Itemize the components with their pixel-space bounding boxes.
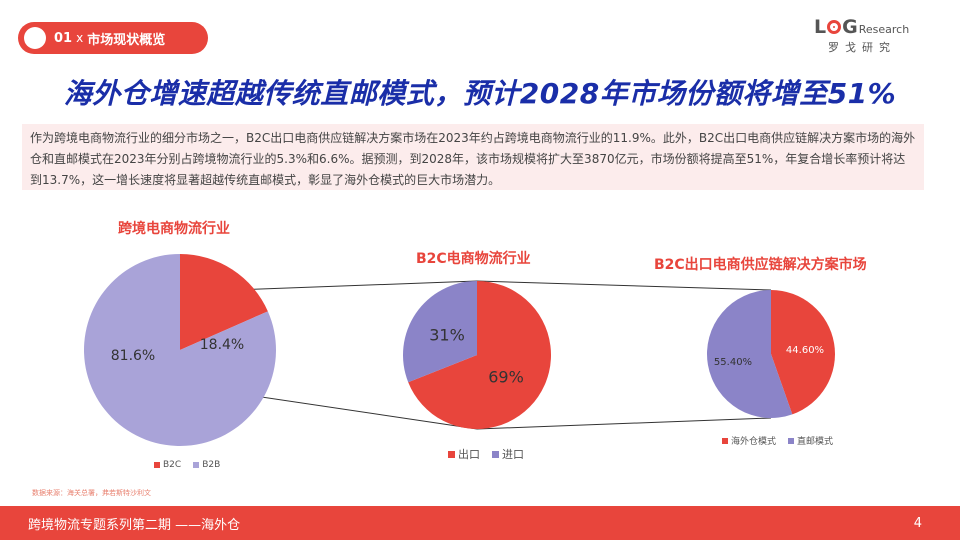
connector-line-1 [234,280,478,291]
section-dot-icon [24,27,46,49]
logo: L G Research 罗戈研究 [814,16,934,56]
footer-bar: 跨境物流专题系列第二期 ——海外仓 4 [0,506,960,540]
pie-2-slice-1 [408,281,552,429]
connector-line-3 [476,280,772,291]
pie-1-label-1: 18.4% [200,337,244,353]
pie-1-slice-2 [83,254,276,446]
pie-2-label-1: 69% [488,368,524,387]
logo-letter-l: L [814,16,827,38]
legend-swatch-direct [788,437,795,444]
footer-text: 跨境物流专题系列第二期 ——海外仓 [28,517,241,533]
legend-2: 出口 进口 [448,446,536,462]
pie-3-slice-1 [771,290,835,415]
legend-label-import: 进口 [502,448,524,461]
legend-1: B2C B2B [154,460,232,470]
legend-label-b2c: B2C [163,460,182,470]
logo-letter-g: G [842,16,858,38]
connector-line-4 [476,417,772,430]
chart-title-3: B2C出口电商供应链解决方案市场 [654,257,867,273]
legend-swatch-b2b [193,462,200,468]
pie-3-slice-2 [706,290,793,418]
data-source: 数据来源：海关总署，弗若斯特沙利文 [32,489,151,497]
legend-swatch-import [492,450,499,458]
legend-label-b2b: B2B [202,460,221,470]
pie-1-slice-1 [180,254,268,350]
logo-target-icon [827,20,842,34]
legend-3: 海外仓模式 直邮模式 [722,434,845,447]
chart-title-2: B2C电商物流行业 [416,251,531,267]
logo-chinese: 罗戈研究 [828,41,896,54]
page-number: 4 [913,515,922,531]
legend-swatch-b2c [154,462,160,468]
legend-swatch-overseas [722,437,728,444]
section-number: 01 [54,30,73,46]
section-tag: 01 x 市场现状概览 [18,22,208,54]
page-title: 海外仓增速超越传统直邮模式，预计2028年市场份额将增至51% [63,77,897,110]
legend-label-export: 出口 [458,448,480,461]
logo-research: Research [858,23,910,36]
section-separator: x [76,31,84,45]
summary-text: 作为跨境电商物流行业的细分市场之一，B2C出口电商供应链解决方案市场在2023年… [22,124,924,190]
pie-3-label-1: 44.60% [786,345,824,356]
connector-line-2 [234,392,478,430]
pie-3-label-2: 55.40% [714,357,752,368]
section-name: 市场现状概览 [87,32,166,48]
legend-swatch-export [448,450,455,458]
legend-label-overseas: 海外仓模式 [731,437,777,447]
chart-title-1: 跨境电商物流行业 [118,221,230,237]
legend-label-direct: 直邮模式 [797,437,834,447]
pie-2-slice-2 [403,281,477,383]
pie-1-label-2: 81.6% [111,348,155,364]
pie-2-label-2: 31% [429,326,465,345]
